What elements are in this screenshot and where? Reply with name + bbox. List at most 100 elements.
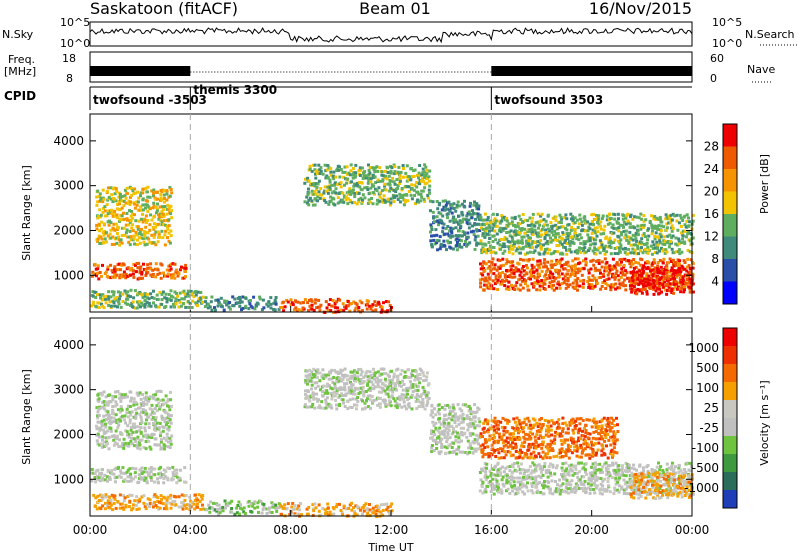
range-gate-cell bbox=[476, 212, 480, 216]
range-gate-cell bbox=[411, 390, 415, 394]
range-gate-cell bbox=[99, 498, 103, 502]
range-gate-cell bbox=[101, 442, 104, 446]
range-gate-cell bbox=[161, 398, 165, 402]
range-gate-cell bbox=[473, 200, 476, 204]
range-gate-cell bbox=[460, 430, 464, 434]
range-gate-cell bbox=[479, 285, 483, 289]
range-gate-cell bbox=[439, 242, 443, 246]
range-gate-cell bbox=[460, 210, 464, 214]
range-gate-cell bbox=[375, 202, 379, 206]
range-gate-cell bbox=[165, 432, 169, 436]
range-gate-cell bbox=[456, 403, 460, 407]
range-gate-cell bbox=[619, 233, 623, 237]
range-gate-cell bbox=[119, 291, 123, 295]
range-gate-cell bbox=[566, 284, 570, 288]
range-gate-cell bbox=[688, 277, 692, 281]
range-gate-cell bbox=[600, 260, 604, 264]
range-gate-cell bbox=[180, 501, 184, 505]
range-gate-cell bbox=[137, 473, 141, 477]
range-gate-cell bbox=[129, 235, 133, 239]
range-gate-cell bbox=[365, 399, 368, 403]
range-gate-cell bbox=[90, 304, 93, 308]
range-gate-cell bbox=[122, 274, 126, 278]
range-gate-cell bbox=[332, 376, 336, 379]
range-gate-cell bbox=[451, 227, 455, 231]
range-gate-cell bbox=[144, 422, 148, 426]
range-gate-cell bbox=[636, 277, 640, 281]
range-gate-cell bbox=[584, 250, 588, 254]
range-gate-cell bbox=[116, 390, 120, 393]
range-gate-cell bbox=[135, 411, 139, 415]
range-gate-cell bbox=[366, 382, 370, 386]
range-gate-cell bbox=[545, 270, 548, 274]
range-gate-cell bbox=[166, 478, 170, 482]
range-gate-cell bbox=[332, 507, 336, 511]
range-gate-cell bbox=[371, 309, 375, 313]
range-gate-cell bbox=[455, 248, 459, 252]
range-gate-cell bbox=[536, 275, 540, 279]
range-gate-cell bbox=[674, 242, 678, 246]
range-gate-cell bbox=[613, 238, 617, 242]
range-gate-cell bbox=[373, 377, 376, 381]
range-gate-cell bbox=[641, 233, 645, 237]
range-gate-cell bbox=[268, 506, 271, 510]
range-gate-cell bbox=[107, 414, 111, 418]
range-gate-cell bbox=[506, 441, 510, 445]
range-gate-cell bbox=[353, 512, 357, 516]
range-gate-cell bbox=[656, 268, 660, 272]
range-gate-cell bbox=[507, 419, 511, 423]
range-gate-cell bbox=[539, 455, 542, 459]
range-gate-cell bbox=[95, 203, 99, 207]
range-gate-cell bbox=[398, 192, 402, 196]
range-gate-cell bbox=[119, 238, 123, 242]
range-gate-cell bbox=[353, 392, 357, 396]
range-gate-cell bbox=[556, 239, 559, 242]
range-gate-cell bbox=[322, 406, 326, 410]
range-gate-cell bbox=[120, 206, 124, 210]
range-gate-cell bbox=[143, 243, 147, 247]
range-gate-cell bbox=[409, 375, 413, 379]
range-gate-cell bbox=[156, 496, 160, 500]
range-gate-cell bbox=[591, 249, 595, 253]
range-gate-cell bbox=[665, 222, 669, 226]
range-gate-cell bbox=[303, 181, 307, 185]
range-gate-cell bbox=[383, 389, 387, 393]
range-gate-cell bbox=[546, 260, 550, 264]
range-gate-cell bbox=[485, 218, 489, 222]
range-gate-cell bbox=[581, 285, 585, 289]
range-gate-cell bbox=[351, 376, 354, 380]
range-gate-cell bbox=[574, 271, 578, 275]
range-gate-cell bbox=[573, 274, 577, 277]
range-gate-cell bbox=[272, 301, 276, 305]
range-gate-cell bbox=[508, 436, 512, 440]
range-gate-cell bbox=[499, 226, 502, 230]
range-gate-cell bbox=[448, 234, 452, 238]
range-gate-cell bbox=[106, 429, 110, 433]
range-gate-cell bbox=[599, 241, 603, 245]
range-gate-cell bbox=[156, 272, 160, 276]
range-gate-cell bbox=[228, 301, 232, 304]
range-gate-cell bbox=[546, 446, 550, 450]
range-gate-cell bbox=[566, 276, 570, 280]
range-gate-cell bbox=[308, 399, 312, 403]
range-gate-cell bbox=[540, 426, 544, 430]
range-gate-cell bbox=[631, 273, 635, 277]
range-gate-cell bbox=[173, 276, 177, 280]
range-gate-cell bbox=[457, 234, 461, 238]
range-gate-cell bbox=[670, 229, 674, 233]
range-gate-cell bbox=[210, 295, 214, 299]
range-gate-cell bbox=[601, 273, 605, 276]
range-gate-cell bbox=[465, 414, 469, 418]
range-gate-cell bbox=[551, 216, 555, 220]
range-gate-cell bbox=[619, 243, 623, 247]
range-gate-cell bbox=[624, 229, 628, 233]
range-gate-cell bbox=[124, 503, 128, 507]
range-gate-cell bbox=[130, 266, 134, 270]
range-gate-cell bbox=[168, 501, 172, 505]
range-gate-cell bbox=[121, 466, 125, 470]
range-gate-cell bbox=[546, 242, 550, 246]
range-gate-cell bbox=[94, 296, 98, 299]
range-gate-cell bbox=[465, 235, 469, 239]
range-gate-cell bbox=[149, 262, 153, 266]
